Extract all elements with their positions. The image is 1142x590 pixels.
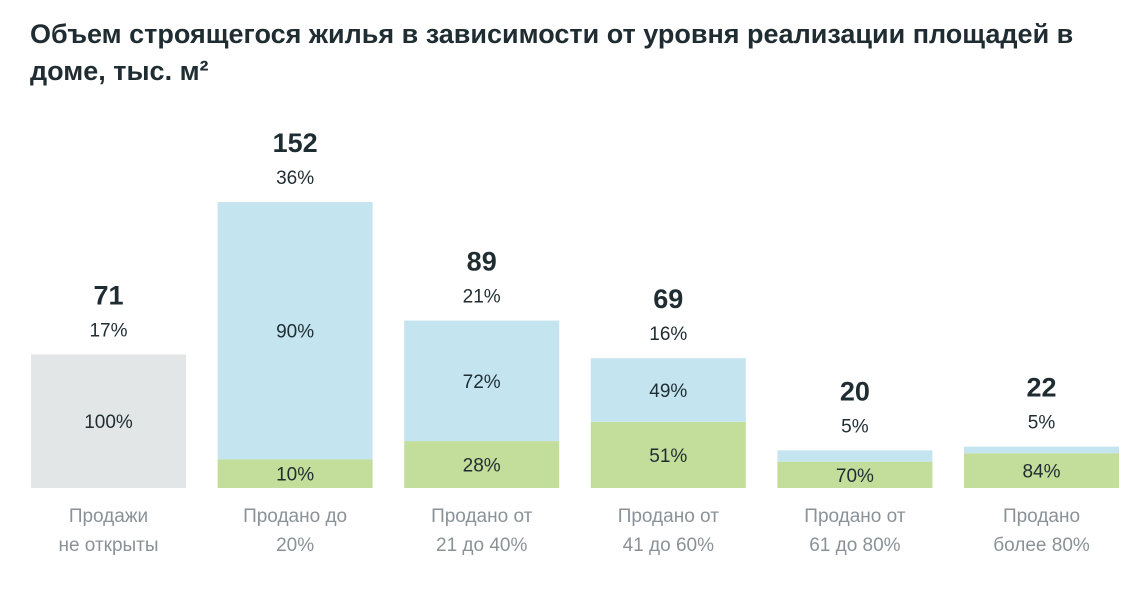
segment-label: 49% bbox=[649, 381, 687, 402]
total-value-label: 22 bbox=[1026, 373, 1056, 403]
chart-title: Объем строящегося жилья в зависимости от… bbox=[30, 19, 1074, 86]
total-share-label: 5% bbox=[1028, 413, 1056, 434]
bar-segment bbox=[590, 421, 746, 488]
total-share-label: 17% bbox=[89, 320, 127, 341]
category-label: Продано до bbox=[243, 506, 347, 527]
total-share-label: 36% bbox=[276, 168, 314, 189]
segment-label: 51% bbox=[649, 446, 687, 467]
segment-label: 100% bbox=[84, 412, 133, 433]
total-share-label: 16% bbox=[649, 324, 687, 345]
category-label: не открыты bbox=[58, 535, 158, 556]
segment-label: 72% bbox=[463, 372, 501, 393]
bar-segment bbox=[217, 459, 373, 488]
total-value-label: 89 bbox=[467, 247, 497, 277]
category-label: 61 до 80% bbox=[809, 535, 900, 556]
bar-segment bbox=[964, 446, 1119, 454]
total-value-label: 20 bbox=[840, 376, 870, 406]
category-label: 21 до 40% bbox=[436, 535, 527, 556]
total-value-label: 71 bbox=[93, 280, 123, 310]
segment-label: 70% bbox=[836, 466, 874, 487]
category-label: Продано от bbox=[804, 506, 906, 527]
category-label: 20% bbox=[276, 535, 314, 556]
total-share-label: 5% bbox=[841, 416, 869, 437]
category-label: Продано bbox=[1003, 506, 1080, 527]
bar-segment bbox=[777, 450, 933, 462]
category-label: 41 до 60% bbox=[623, 535, 714, 556]
bar-segment bbox=[404, 441, 560, 488]
category-label: более 80% bbox=[993, 535, 1090, 556]
category-label: Продано от bbox=[431, 506, 533, 527]
total-value-label: 69 bbox=[653, 284, 683, 314]
total-share-label: 21% bbox=[463, 287, 501, 308]
bar-segment bbox=[404, 320, 560, 442]
total-value-label: 152 bbox=[273, 128, 318, 158]
segment-label: 90% bbox=[276, 322, 314, 343]
category-label: Продано от bbox=[618, 506, 720, 527]
bar-segment bbox=[777, 461, 933, 488]
segment-label: 84% bbox=[1022, 462, 1060, 483]
bar-segment bbox=[590, 358, 746, 422]
segment-label: 10% bbox=[276, 465, 314, 486]
category-label: Продажи bbox=[69, 506, 148, 527]
bar-segment bbox=[217, 202, 373, 460]
bar-segment bbox=[964, 453, 1119, 488]
segment-label: 28% bbox=[463, 456, 501, 477]
bar-segment bbox=[31, 354, 186, 488]
